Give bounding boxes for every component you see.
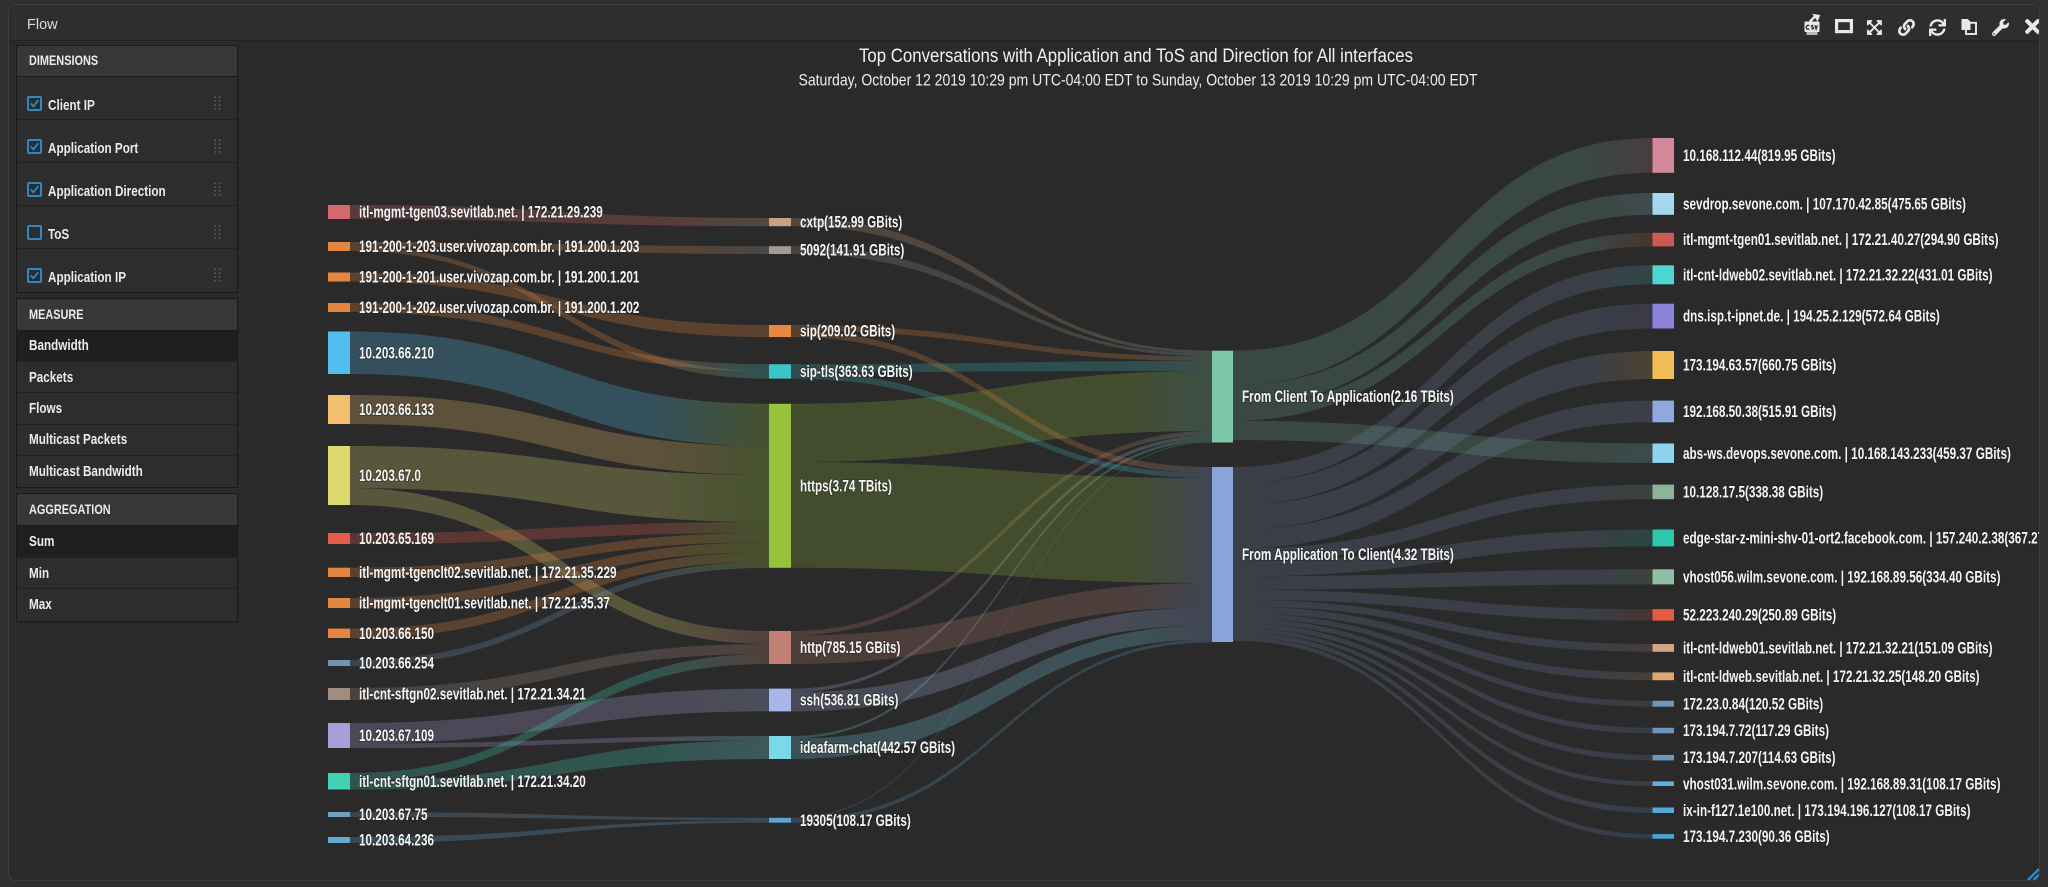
svg-text:Flows: Flows (29, 400, 62, 417)
svg-text:10.203.67.109: 10.203.67.109 (359, 726, 434, 745)
svg-text:ideafarm-chat(442.57 GBits): ideafarm-chat(442.57 GBits) (800, 738, 955, 757)
svg-text:itl-mgmt-tgen03.sevitlab.net.: itl-mgmt-tgen03.sevitlab.net. | 172.21.2… (359, 203, 603, 222)
svg-text:ToS: ToS (48, 226, 69, 243)
svg-text:Saturday, October 12 2019 10:2: Saturday, October 12 2019 10:29 pm UTC-0… (799, 71, 1478, 90)
svg-text:Application Direction: Application Direction (48, 183, 166, 200)
svg-text:173.194.7.72(117.29 GBits): 173.194.7.72(117.29 GBits) (1683, 721, 1829, 740)
svg-text:10.203.66.210: 10.203.66.210 (359, 343, 434, 362)
svg-text:MEASURE: MEASURE (29, 306, 84, 322)
svg-text:sip(209.02 GBits): sip(209.02 GBits) (800, 322, 895, 341)
svg-text:vhost031.wilm.sevone.com. | 19: vhost031.wilm.sevone.com. | 192.168.89.3… (1683, 774, 2001, 793)
svg-text:10.203.66.254: 10.203.66.254 (359, 654, 434, 673)
svg-text:Top Conversations with Applica: Top Conversations with Application and T… (859, 46, 1413, 67)
svg-text:itl-cnt-ldweb02.sevitlab.net.: itl-cnt-ldweb02.sevitlab.net. | 172.21.3… (1683, 265, 1993, 284)
svg-text:191-200-1-203.user.vivozap.com: 191-200-1-203.user.vivozap.com.br. | 191… (359, 237, 639, 256)
svg-text:10.203.66.133: 10.203.66.133 (359, 400, 434, 419)
svg-text:cxtp(152.99 GBits): cxtp(152.99 GBits) (800, 213, 902, 232)
svg-text:Min: Min (29, 565, 49, 582)
svg-text:172.23.0.84(120.52 GBits): 172.23.0.84(120.52 GBits) (1683, 694, 1823, 713)
svg-text:abs-ws.devops.sevone.com. | 10: abs-ws.devops.sevone.com. | 10.168.143.2… (1683, 444, 2011, 463)
svg-text:192.168.50.38(515.91 GBits): 192.168.50.38(515.91 GBits) (1683, 402, 1836, 421)
svg-text:DIMENSIONS: DIMENSIONS (29, 52, 98, 68)
svg-text:sevdrop.sevone.com. | 107.170.: sevdrop.sevone.com. | 107.170.42.85(475.… (1683, 195, 1966, 214)
svg-text:AGGREGATION: AGGREGATION (29, 501, 111, 517)
svg-text:itl-cnt-sftgn02.sevitlab.net.: itl-cnt-sftgn02.sevitlab.net. | 172.21.3… (359, 685, 586, 704)
svg-text:10.203.67.75: 10.203.67.75 (359, 805, 428, 824)
svg-text:From Client To Application(2.1: From Client To Application(2.16 TBits) (1242, 387, 1454, 406)
svg-text:vhost056.wilm.sevone.com. | 19: vhost056.wilm.sevone.com. | 192.168.89.5… (1683, 567, 2001, 586)
svg-text:ssh(536.81 GBits): ssh(536.81 GBits) (800, 691, 898, 710)
svg-text:173.194.63.57(660.75 GBits): 173.194.63.57(660.75 GBits) (1683, 356, 1836, 375)
svg-text:itl-mgmt-tgenclt01.sevitlab.ne: itl-mgmt-tgenclt01.sevitlab.net. | 172.2… (359, 594, 610, 613)
svg-text:191-200-1-201.user.vivozap.com: 191-200-1-201.user.vivozap.com.br. | 191… (359, 268, 639, 287)
svg-text:Max: Max (29, 596, 52, 613)
svg-text:Bandwidth: Bandwidth (29, 337, 89, 354)
svg-text:sip-tls(363.63 GBits): sip-tls(363.63 GBits) (800, 362, 913, 381)
svg-text:10.168.112.44(819.95 GBits): 10.168.112.44(819.95 GBits) (1683, 146, 1836, 165)
svg-text:Multicast Bandwidth: Multicast Bandwidth (29, 463, 143, 480)
svg-text:10.203.64.236: 10.203.64.236 (359, 831, 434, 850)
svg-text:Client IP: Client IP (48, 97, 95, 114)
svg-text:http(785.15 GBits): http(785.15 GBits) (800, 638, 900, 657)
svg-text:itl-cnt-ldweb01.sevitlab.net.: itl-cnt-ldweb01.sevitlab.net. | 172.21.3… (1683, 639, 1993, 658)
svg-text:itl-mgmt-tgen01.sevitlab.net.: itl-mgmt-tgen01.sevitlab.net. | 172.21.4… (1683, 230, 1999, 249)
svg-text:10.203.65.169: 10.203.65.169 (359, 529, 434, 548)
svg-text:Sum: Sum (29, 533, 54, 550)
svg-text:dns.isp.t-ipnet.de. | 194.25.2: dns.isp.t-ipnet.de. | 194.25.2.129(572.6… (1683, 307, 1940, 326)
svg-text:10.203.67.0: 10.203.67.0 (359, 466, 421, 485)
svg-text:5092(141.91 GBits): 5092(141.91 GBits) (800, 241, 904, 260)
svg-text:itl-cnt-ldweb.sevitlab.net. |: itl-cnt-ldweb.sevitlab.net. | 172.21.32.… (1683, 667, 1980, 686)
svg-text:Multicast Packets: Multicast Packets (29, 431, 127, 448)
svg-text:ix-in-f127.1e100.net. | 173.19: ix-in-f127.1e100.net. | 173.194.196.127(… (1683, 801, 1971, 820)
svg-text:10.128.17.5(338.38 GBits): 10.128.17.5(338.38 GBits) (1683, 483, 1823, 502)
svg-text:19305(108.17 GBits): 19305(108.17 GBits) (800, 811, 911, 830)
svg-text:173.194.7.207(114.63 GBits): 173.194.7.207(114.63 GBits) (1683, 748, 1836, 767)
svg-text:itl-cnt-sftgn01.sevitlab.net.: itl-cnt-sftgn01.sevitlab.net. | 172.21.3… (359, 772, 586, 791)
svg-text:Packets: Packets (29, 369, 73, 386)
svg-text:173.194.7.230(90.36 GBits): 173.194.7.230(90.36 GBits) (1683, 827, 1830, 846)
svg-text:Application Port: Application Port (48, 140, 138, 157)
svg-text:191-200-1-202.user.vivozap.com: 191-200-1-202.user.vivozap.com.br. | 191… (359, 298, 639, 317)
svg-text:From Application To Client(4.3: From Application To Client(4.32 TBits) (1242, 545, 1454, 564)
svg-text:https(3.74 TBits): https(3.74 TBits) (800, 476, 892, 495)
svg-text:52.223.240.29(250.89 GBits): 52.223.240.29(250.89 GBits) (1683, 606, 1836, 625)
svg-text:itl-mgmt-tgenclt02.sevitlab.ne: itl-mgmt-tgenclt02.sevitlab.net. | 172.2… (359, 563, 617, 582)
svg-text:Application IP: Application IP (48, 269, 126, 286)
svg-text:10.203.66.150: 10.203.66.150 (359, 624, 434, 643)
svg-text:edge-star-z-mini-shv-01-ort2.f: edge-star-z-mini-shv-01-ort2.facebook.co… (1683, 529, 2040, 548)
